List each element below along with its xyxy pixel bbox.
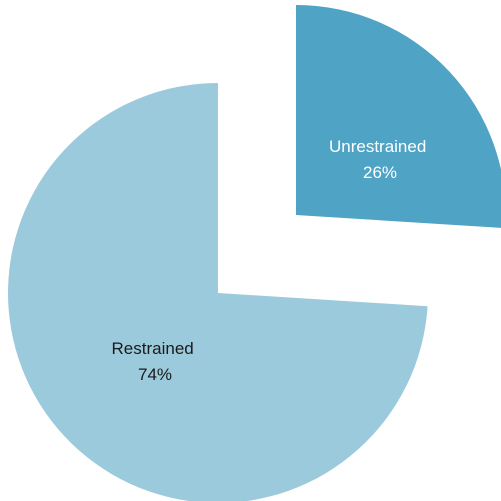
pie-slice-restrained — [8, 83, 428, 501]
slice-label-restrained: Restrained 74% — [112, 339, 199, 384]
slice-label-restrained-percent: 74% — [138, 365, 172, 384]
slice-label-unrestrained-category: Unrestrained — [329, 137, 426, 156]
slice-label-restrained-category: Restrained — [112, 339, 194, 358]
pie-slice-unrestrained — [296, 5, 501, 228]
slice-label-unrestrained-percent: 26% — [363, 163, 397, 182]
slice-label-unrestrained: Unrestrained 26% — [329, 137, 431, 182]
pie-labels: Unrestrained 26% Restrained 74% — [112, 137, 431, 384]
pie-slices — [8, 5, 501, 501]
